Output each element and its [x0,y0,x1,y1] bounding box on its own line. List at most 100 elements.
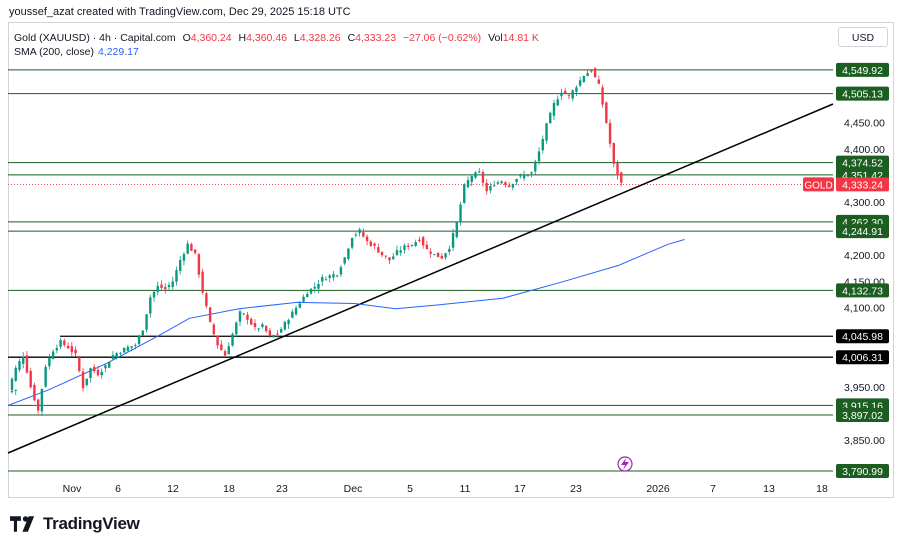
candle [365,234,369,246]
candle [395,245,399,256]
currency-button[interactable]: USD [838,27,888,47]
candle [504,180,507,188]
candle-body [25,355,29,373]
candle [407,242,410,250]
candle-body [63,340,66,345]
candle [335,274,339,278]
vol-label: Vol [488,32,503,44]
candle [74,346,77,357]
candle [496,180,500,185]
candle [182,251,186,266]
level-price-tag: 3,790.99 [836,464,889,478]
candle-body [343,257,346,264]
candle [448,245,451,256]
candle [455,221,458,239]
candle-body [253,323,257,328]
candle [545,122,548,144]
candle [126,344,130,352]
candle-body [14,389,17,391]
candle-body [459,204,462,223]
candle [298,300,302,309]
level-tag-bg [836,283,889,298]
x-tick-label: 18 [223,483,235,495]
candle [104,364,107,373]
candle [223,349,227,356]
sma-label[interactable]: SMA (200, close) [14,46,94,58]
candle [137,334,141,346]
candle [29,367,32,389]
candle-body [149,297,152,314]
level-tag-text: 4,132.73 [842,285,883,297]
candle-body [250,318,253,325]
candle-body [399,250,402,253]
candle-body [182,254,186,261]
candle-body [500,181,503,184]
candle [429,248,432,258]
candle-body [324,279,328,281]
lightning-icon [621,458,629,470]
candle [481,169,485,187]
candle-body [474,172,477,178]
candles-layer [10,67,623,416]
time-axis: Nov 6 12 18 23 Dec 5 11 17 23 2026 7 13 18 [63,483,828,495]
y-tick-label: 4,400.00 [844,144,885,156]
symbol-name[interactable]: Gold (XAUUSD) · 4h · Capital.com [14,32,176,44]
candle-body [216,336,219,346]
candle-body [612,143,615,164]
candle-body [111,355,115,360]
candle-body [313,286,316,289]
candle [339,264,343,277]
candle [399,246,402,256]
candle [59,338,62,350]
candle [463,183,466,204]
candle [324,276,328,281]
level-tag-bg [836,62,889,77]
candle-body [59,340,62,347]
candle [309,288,313,295]
candle-body [421,237,425,246]
vol-value: 14.81 K [502,32,539,44]
candle-body [14,367,17,381]
candle-body [186,243,189,254]
x-tick-label: 7 [710,483,716,495]
candle-body [489,186,492,191]
candle [530,171,533,178]
candle-body [463,184,466,203]
level-tag-text: 4,505.13 [842,89,883,101]
x-tick-label: 13 [763,483,775,495]
symbol-tag-text: GOLD [804,180,832,191]
level-tag-text: 4,374.52 [842,158,883,170]
open-value: 4,360.24 [190,32,232,44]
candle-body [294,307,298,315]
candle-body [410,244,414,246]
candle [534,159,537,175]
candle-body [119,352,122,354]
candle [605,101,608,124]
x-tick-label: Nov [63,483,82,495]
legend-row-symbol: Gold (XAUUSD) · 4h · Capital.com O4,360.… [14,31,539,45]
candle-body [36,399,40,411]
y-tick-label: 3,850.00 [844,435,885,447]
candle-body [309,288,313,294]
candle [392,252,395,260]
candle [164,283,167,294]
trend-line-layer [7,103,834,454]
candle-body [395,250,399,255]
high-value: 4,360.46 [246,32,287,44]
candle-body [208,307,212,322]
level-price-tag: 4,132.73 [836,283,889,298]
level-tag-text: 3,790.99 [842,466,883,478]
candle-body [55,347,59,351]
candle [33,382,36,402]
candle-body [238,311,242,322]
horizontal-levels [8,69,833,472]
candle-body [425,244,429,249]
event-icon [617,456,633,472]
price-tag-text: 4,333.24 [842,179,883,191]
legend-row-sma: SMA (200, close) 4,229.17 [14,45,539,59]
tradingview-logo[interactable]: TradingView [10,514,140,534]
candle-body [403,245,406,250]
candle [575,85,578,97]
candle [130,346,133,352]
